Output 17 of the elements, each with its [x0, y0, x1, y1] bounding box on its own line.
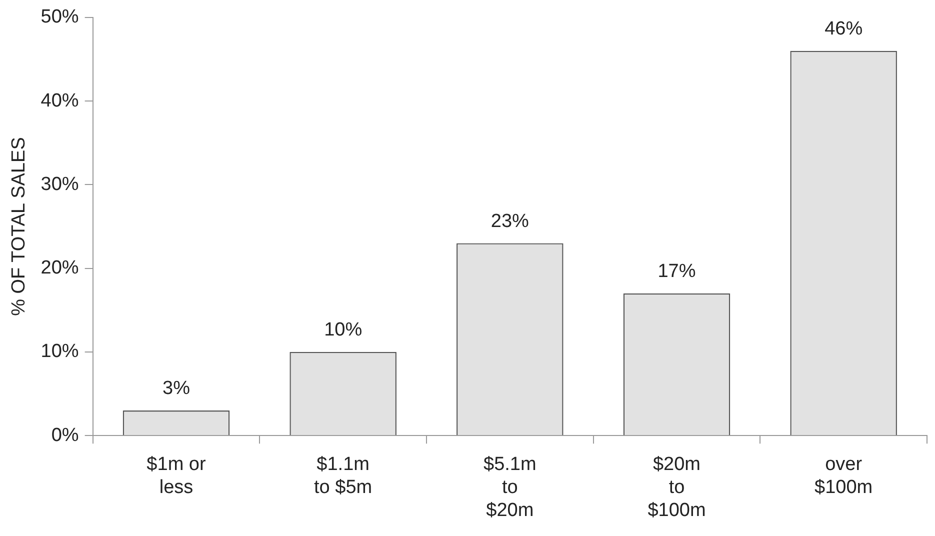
x-tick-label: $1m or less	[146, 454, 206, 498]
x-tick-label: over $100m	[814, 454, 873, 498]
x-tick-label: $1.1m to $5m	[314, 454, 372, 498]
y-tick-label: 40%	[40, 90, 79, 112]
y-tick-label: 30%	[40, 174, 79, 195]
y-tick-label: 50%	[40, 6, 79, 28]
y-tick-label: 20%	[40, 258, 79, 279]
y-tick-label: 0%	[51, 424, 79, 446]
data-label: 17%	[658, 261, 696, 282]
data-label: 46%	[824, 18, 863, 40]
y-axis-title: % OF TOTAL SALES	[8, 137, 30, 316]
data-label: 23%	[490, 210, 530, 232]
x-tick-label: $5.1m to $20m	[484, 454, 536, 521]
data-label: 3%	[162, 378, 190, 400]
data-label: 10%	[324, 320, 362, 341]
x-tick-label: $20m to $100m	[648, 454, 706, 521]
y-tick-label: 10%	[40, 341, 79, 362]
